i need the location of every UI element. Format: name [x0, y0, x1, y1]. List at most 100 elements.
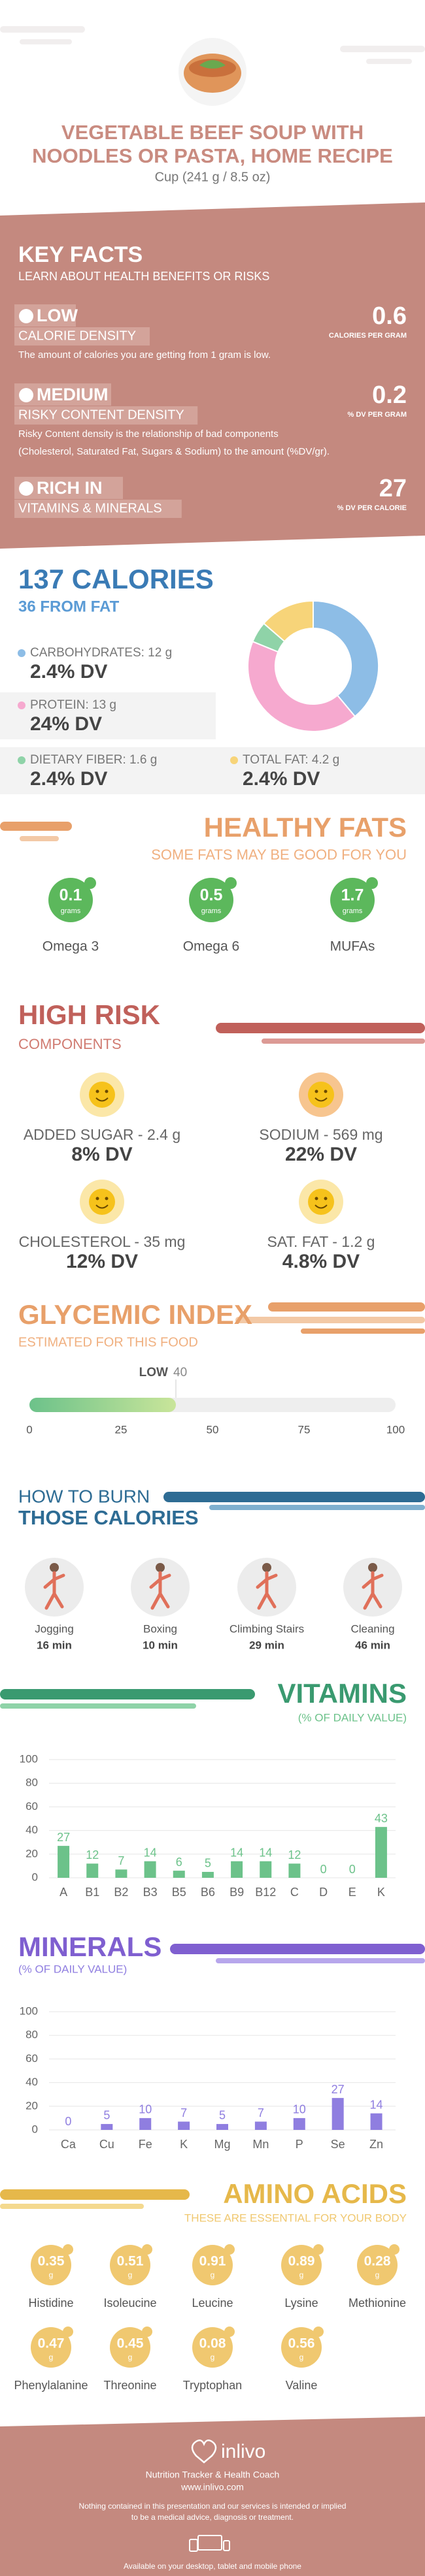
y-tick-label: 60: [26, 2052, 38, 2065]
amino-name: Lysine: [284, 2296, 318, 2310]
x-tick-label: Fe: [139, 2138, 152, 2151]
amino-bubble: [110, 2245, 150, 2285]
amino-unit: g: [211, 2353, 215, 2362]
fat-bubble: [189, 878, 233, 922]
amino-name: Phenylalanine: [14, 2379, 88, 2392]
metric-value: 27: [379, 475, 407, 502]
value-label: 7: [180, 2106, 187, 2119]
x-tick-label: C: [290, 1886, 299, 1899]
value-label: 27: [332, 2083, 345, 2096]
value-label: 7: [118, 1854, 124, 1867]
legend-dot: [230, 756, 238, 764]
section-title: AMINO ACIDS: [223, 2178, 407, 2209]
section-title: HOW TO BURN: [18, 1486, 150, 1506]
url: www.inlivo.com: [180, 2482, 244, 2492]
fat-unit: grams: [61, 907, 81, 915]
y-tick-label: 40: [26, 2076, 38, 2088]
legend-dot: [18, 701, 26, 709]
description: The amount of calories you are getting f…: [18, 349, 271, 361]
y-tick-label: 80: [26, 2029, 38, 2041]
x-tick-label: Mn: [252, 2138, 269, 2151]
amino-bubble: [31, 2327, 71, 2368]
amino-unit: g: [211, 2270, 215, 2279]
nutrient-label: DIETARY FIBER: 1.6 g: [30, 753, 157, 767]
amino-value: 0.89: [288, 2254, 315, 2269]
activity-name: Climbing Stairs: [230, 1622, 304, 1635]
smiley-mouth: [314, 1204, 328, 1209]
soup-bowl: [178, 38, 246, 106]
amino-name: Isoleucine: [103, 2296, 156, 2310]
nutrient-dv: 2.4% DV: [243, 768, 320, 790]
section-stripes: [0, 822, 425, 2209]
x-tick-label: 0: [26, 1423, 32, 1436]
calories-title: 137 CALORIES: [18, 564, 214, 594]
amino-bubble-dot: [313, 2244, 324, 2255]
amino-value: 0.47: [38, 2336, 65, 2351]
smiley-eye: [324, 1089, 328, 1093]
smiley: [308, 1189, 334, 1215]
x-tick-label: E: [348, 1886, 356, 1899]
icon: [19, 481, 33, 496]
section-subtitle: SOME FATS MAY BE GOOD FOR YOU: [151, 846, 407, 863]
x-tick-label: 100: [386, 1423, 405, 1436]
x-tick-label: B2: [114, 1886, 128, 1899]
value-label: 5: [205, 1857, 211, 1870]
value-label: 7: [258, 2106, 264, 2119]
x-tick-label: B3: [143, 1886, 158, 1899]
smiley-mouth: [95, 1097, 109, 1102]
metric-value: 0.2: [372, 381, 407, 409]
smiley-eye: [95, 1197, 99, 1200]
legend-dot: [18, 649, 26, 657]
activity-figure: [256, 1571, 278, 1610]
amino-name: Leucine: [192, 2296, 233, 2310]
risk-label: CHOLESTEROL - 35 mg: [19, 1233, 186, 1250]
nutrient-label: CARBOHYDRATES: 12 g: [30, 646, 172, 660]
metric-unit: % DV PER CALORIE: [337, 504, 407, 512]
amino-bubble-dot: [142, 2244, 152, 2255]
smiley-eye: [324, 1197, 328, 1200]
x-tick-label: B9: [230, 1886, 244, 1899]
section-title: KEY FACTS: [18, 242, 143, 267]
fat-value: 0.5: [200, 886, 223, 905]
serving: Cup (241 g / 8.5 oz): [155, 170, 271, 184]
amino-bubble-dot: [224, 2244, 235, 2255]
section-title: THOSE CALORIES: [18, 1506, 199, 1529]
activity-head: [156, 1563, 165, 1572]
donut-slice: [247, 640, 356, 732]
risk-label: SAT. FAT - 1.2 g: [267, 1233, 375, 1250]
y-tick-label: 100: [20, 2004, 38, 2017]
section-subtitle: COMPONENTS: [18, 1036, 122, 1052]
amino-name: Histidine: [28, 2296, 73, 2310]
header-stripes: [0, 26, 425, 64]
amino-name: Valine: [286, 2379, 318, 2392]
chart-title: MINERALS: [18, 1931, 162, 1962]
amino-unit: g: [49, 2353, 54, 2362]
x-tick-label: 25: [115, 1423, 128, 1436]
amino-name: Threonine: [103, 2379, 156, 2392]
row-background: [0, 747, 425, 794]
amino-value: 0.51: [117, 2254, 144, 2269]
smiley: [89, 1189, 115, 1215]
disclaimer: to be a medical advice, diagnosis or tre…: [131, 2513, 294, 2522]
amino-bubble-dot: [142, 2326, 152, 2337]
activity-figure: [43, 1571, 65, 1610]
x-tick-label: Mg: [214, 2138, 230, 2151]
amino-name: Tryptophan: [183, 2379, 242, 2392]
value-label: 14: [144, 1846, 157, 1859]
amino-unit: g: [299, 2353, 304, 2362]
tagline: Nutrition Tracker & Health Coach: [146, 2470, 280, 2480]
risk-label: SODIUM - 569 mg: [259, 1126, 382, 1143]
fat-unit: grams: [201, 907, 222, 915]
amino-bubble: [281, 2327, 322, 2368]
bar: [144, 1861, 156, 1878]
metric-value: 0.6: [372, 302, 407, 330]
fat-bubble: [48, 878, 93, 922]
x-tick-label: Se: [331, 2138, 345, 2151]
x-tick-label: K: [180, 2138, 188, 2151]
smiley-eye: [105, 1197, 109, 1200]
x-tick-label: 50: [207, 1423, 219, 1436]
bar: [332, 2098, 344, 2130]
value-label: 12: [86, 1848, 99, 1861]
amino-value: 0.45: [117, 2336, 144, 2351]
